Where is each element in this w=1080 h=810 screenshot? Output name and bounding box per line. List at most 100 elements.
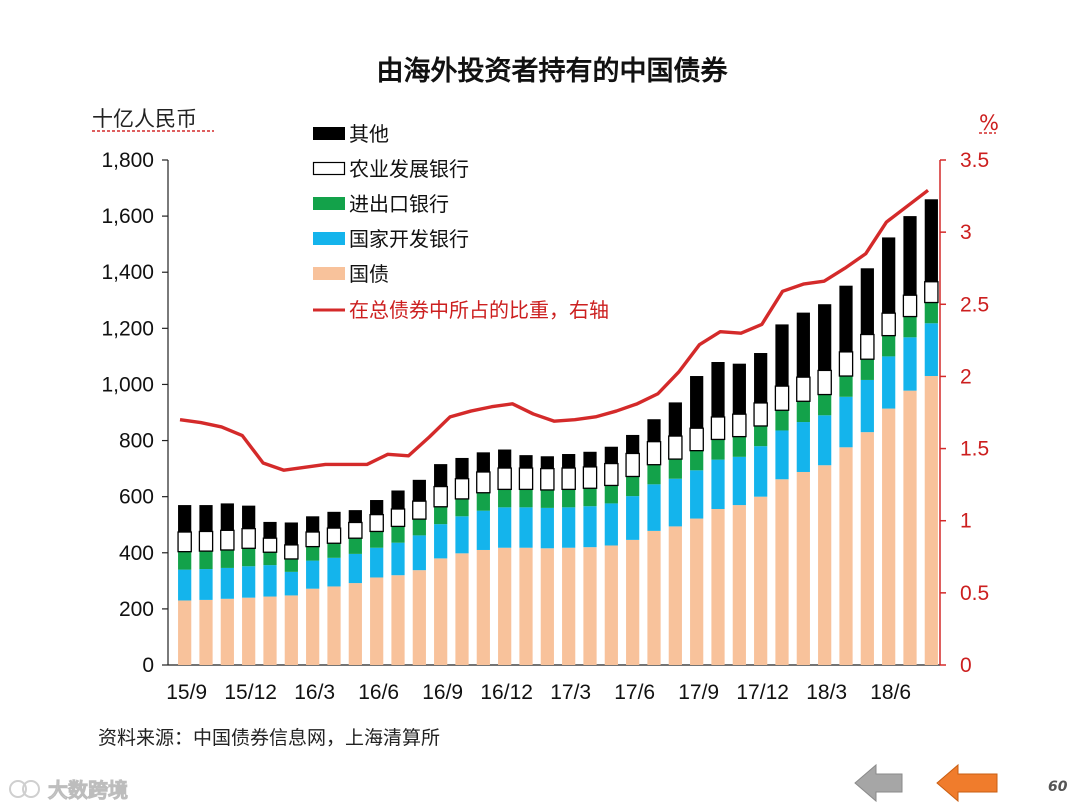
bar-segment-cdb xyxy=(903,337,917,391)
bar-segment-govt xyxy=(626,539,640,665)
bar-segment-adbc xyxy=(710,416,726,441)
bar-segment-other xyxy=(647,419,661,442)
left-tick-label: 600 xyxy=(119,486,154,509)
x-tick-label: 18/6 xyxy=(870,681,911,704)
right-axis-unit: % xyxy=(979,111,999,135)
bar-segment-other xyxy=(370,500,384,515)
bar-segment-exim xyxy=(284,558,298,572)
bar-segment-cdb xyxy=(540,507,554,549)
chart-title: 由海外投资者持有的中国债券 xyxy=(377,55,729,87)
bar-segment-other xyxy=(690,376,704,429)
bar-segment-exim xyxy=(860,359,874,380)
x-tick-label: 17/9 xyxy=(678,681,719,704)
bar-segment-cdb xyxy=(924,323,938,377)
bar-segment-exim xyxy=(220,549,234,568)
next-slide-button[interactable] xyxy=(936,763,998,803)
bar-segment-adbc xyxy=(881,312,896,337)
bar-segment-exim xyxy=(775,410,789,431)
bar-segment-exim xyxy=(839,376,853,397)
bar-segment-govt xyxy=(220,598,234,665)
bar-segment-exim xyxy=(455,498,469,517)
bar-segment-other xyxy=(391,490,405,510)
bar-segment-exim xyxy=(562,489,576,508)
bar-segment-other xyxy=(711,362,725,417)
left-tick-label: 1,000 xyxy=(101,373,154,396)
bar-segment-adbc xyxy=(646,441,662,466)
legend-swatch-govt xyxy=(313,267,345,280)
bar-segment-adbc xyxy=(924,281,939,304)
bar-segment-adbc xyxy=(369,513,384,533)
bar-segment-adbc xyxy=(668,435,683,460)
left-axis-unit: 十亿人民币 xyxy=(92,107,197,131)
bar-segment-cdb xyxy=(306,560,320,589)
bar-segment-adbc xyxy=(582,466,598,489)
bar-segment-other xyxy=(839,285,853,352)
bar-segment-cdb xyxy=(711,459,725,510)
bar-segment-cdb xyxy=(263,565,277,597)
bar-segment-other xyxy=(860,268,874,335)
bar-segment-exim xyxy=(796,401,810,423)
bar-segment-govt xyxy=(391,575,405,665)
left-tick-label: 200 xyxy=(119,598,154,621)
bar-segment-adbc xyxy=(412,500,427,520)
bar-segment-govt xyxy=(540,548,554,665)
bar-segment-govt xyxy=(327,586,341,665)
watermark-text: 大数跨境 xyxy=(48,778,128,802)
left-tick-label: 400 xyxy=(119,542,154,565)
bar-segment-exim xyxy=(327,543,341,558)
bar-segment-adbc xyxy=(220,529,235,551)
x-tick-label: 18/3 xyxy=(806,681,847,704)
bar-segment-adbc xyxy=(540,467,555,491)
legend: 其他 农业发展银行 进出口银行 国家开发银行 国债 在总债券中所占的比重，右轴 xyxy=(312,122,609,322)
left-tick-label: 800 xyxy=(119,430,154,453)
bar-segment-govt xyxy=(732,505,746,665)
bar-segment-govt xyxy=(839,447,853,665)
bar-segment-govt xyxy=(455,553,469,665)
bar-segment-cdb xyxy=(754,446,768,497)
left-tick-label: 1,600 xyxy=(101,205,154,228)
arrow-left-icon xyxy=(854,763,903,803)
bar-segment-exim xyxy=(178,551,192,570)
bar-segment-govt xyxy=(924,376,938,665)
bar-segment-exim xyxy=(882,335,896,357)
legend-swatch-exim xyxy=(313,197,345,210)
bar-segment-govt xyxy=(498,547,512,665)
right-axis-ticks: 0 0.5 1 1.5 2 2.5 3 3.5 xyxy=(940,149,989,677)
bar-segment-adbc xyxy=(454,478,470,500)
bar-segment-exim xyxy=(903,316,917,338)
bar-segment-exim xyxy=(583,488,597,507)
share-line-series xyxy=(179,188,930,472)
bar-segment-cdb xyxy=(668,478,682,527)
bar-segment-other xyxy=(199,505,213,532)
watermark-logo-icon xyxy=(9,780,27,798)
bar-segment-cdb xyxy=(690,470,704,519)
legend-label-exim: 进出口银行 xyxy=(349,192,449,216)
bar-segment-other xyxy=(327,511,341,529)
x-tick-label: 16/9 xyxy=(422,681,463,704)
bar-segment-cdb xyxy=(796,422,810,472)
bar-segment-cdb xyxy=(647,484,661,531)
bar-segment-other xyxy=(178,505,192,533)
bar-segment-govt xyxy=(668,526,682,665)
bar-segment-cdb xyxy=(391,542,405,576)
bar-segment-exim xyxy=(306,546,320,561)
bar-segment-exim xyxy=(498,489,512,508)
bar-segment-govt xyxy=(199,599,213,665)
right-tick-label: 2.5 xyxy=(960,293,989,316)
bar-segment-cdb xyxy=(178,569,192,601)
x-tick-label: 17/12 xyxy=(736,681,789,704)
bar-segment-exim xyxy=(604,485,618,504)
prev-slide-button[interactable] xyxy=(854,763,903,803)
bar-segment-cdb xyxy=(519,507,533,548)
bar-segment-adbc xyxy=(902,294,918,318)
bar-segment-adbc xyxy=(177,531,192,553)
legend-label-other: 其他 xyxy=(349,122,389,146)
bar-segment-govt xyxy=(796,471,810,665)
bar-segment-govt xyxy=(583,547,597,665)
bar-segment-adbc xyxy=(241,528,256,549)
bar-segment-other xyxy=(412,479,426,502)
bar-segment-govt xyxy=(263,596,277,665)
bar-segment-exim xyxy=(263,552,277,566)
bar-segment-cdb xyxy=(220,567,234,599)
